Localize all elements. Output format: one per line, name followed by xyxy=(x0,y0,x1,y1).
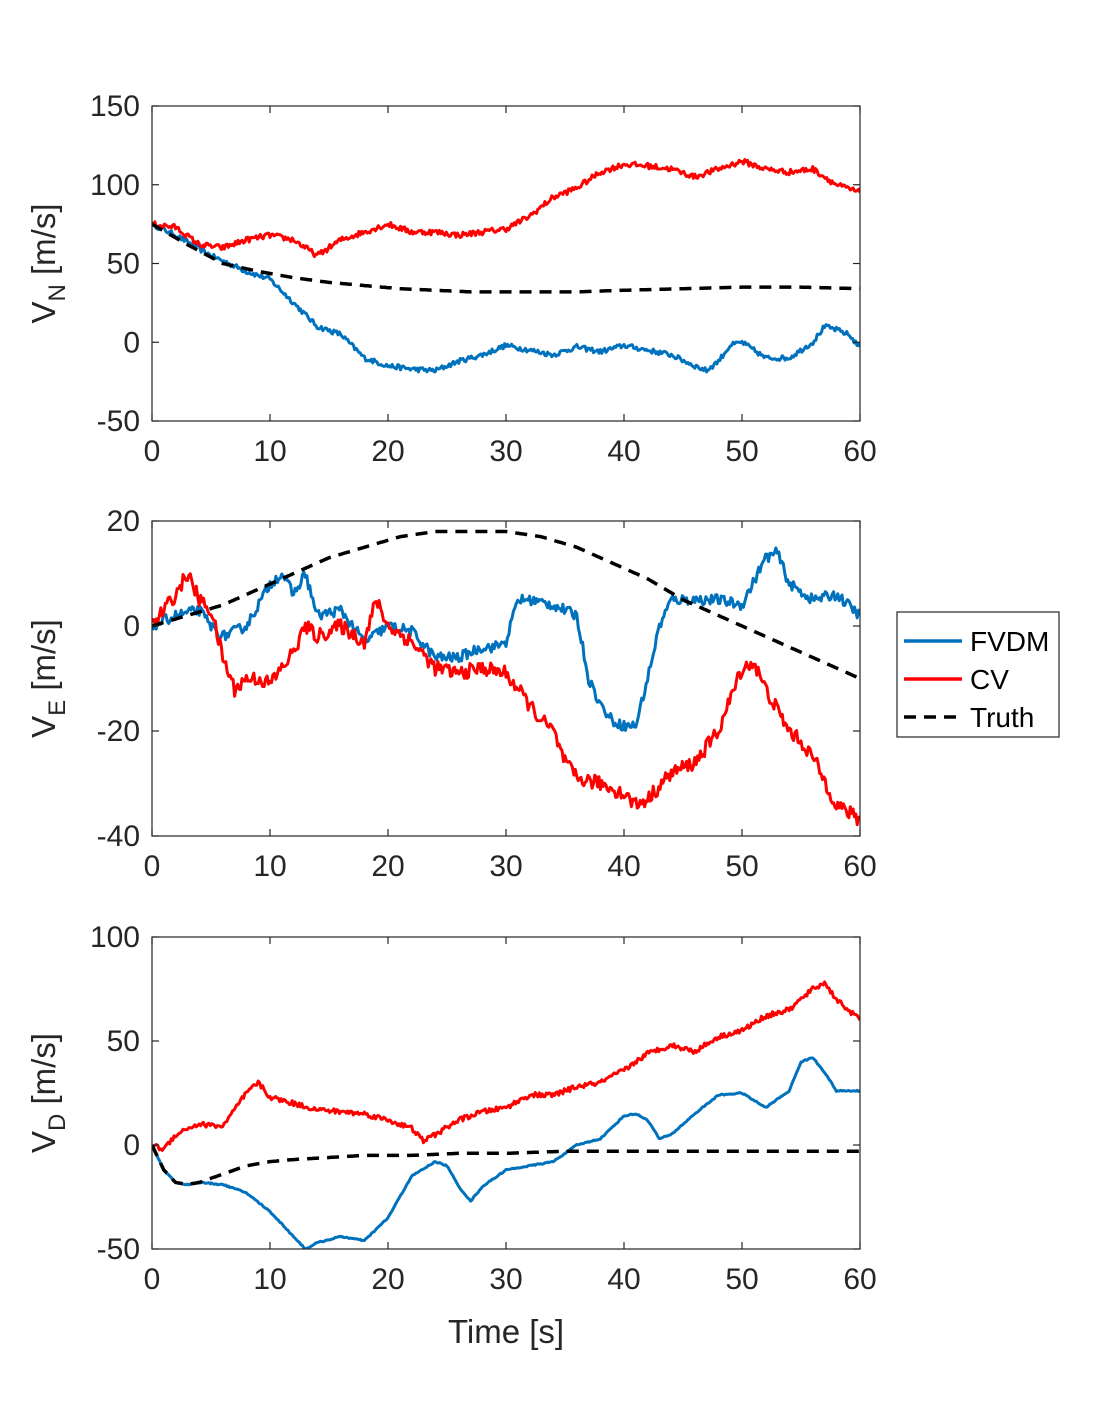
y-axis-label: VN [m/s] xyxy=(25,203,71,323)
x-tick-label: 50 xyxy=(725,1263,758,1296)
y-tick-label: 100 xyxy=(90,921,140,954)
x-tick-label: 20 xyxy=(371,1263,404,1296)
x-tick-label: 40 xyxy=(607,435,640,468)
x-tick-label: 30 xyxy=(489,1263,522,1296)
x-tick-label: 0 xyxy=(144,435,161,468)
y-tick-label: -40 xyxy=(97,820,140,853)
series-group xyxy=(152,980,860,1249)
y-tick-label: 100 xyxy=(90,169,140,202)
panel-2: 0 10 20 30 40 50 60 -40 -20 0 20 VE [m/s] xyxy=(25,505,877,883)
y-tick-label: 50 xyxy=(107,248,140,281)
y-tick-label: -50 xyxy=(97,1233,140,1266)
y-tick-label: 0 xyxy=(123,610,140,643)
y-axis-label: VE [m/s] xyxy=(25,619,71,738)
x-tick-label: 30 xyxy=(489,435,522,468)
x-tick-label: 40 xyxy=(607,1263,640,1296)
series-line-cv xyxy=(152,572,860,827)
y-tick-label: 0 xyxy=(123,326,140,359)
x-tick-label: 60 xyxy=(843,850,876,883)
series-group xyxy=(152,158,860,374)
plot-area xyxy=(152,106,860,421)
legend-label-truth: Truth xyxy=(970,702,1034,733)
series-line-fvdm xyxy=(152,546,860,732)
x-tick-label: 50 xyxy=(725,435,758,468)
y-tick-label: 20 xyxy=(107,505,140,538)
x-tick-label: 10 xyxy=(253,850,286,883)
x-tick-label: 0 xyxy=(144,1263,161,1296)
y-tick-label: 150 xyxy=(90,90,140,123)
y-tick-label: 50 xyxy=(107,1025,140,1058)
x-tick-label: 0 xyxy=(144,850,161,883)
series-line-cv xyxy=(152,158,860,259)
y-tick-label: 0 xyxy=(123,1129,140,1162)
x-tick-label: 50 xyxy=(725,850,758,883)
legend-label-cv: CV xyxy=(970,664,1009,695)
x-tick-label: 60 xyxy=(843,435,876,468)
y-tick-label: -50 xyxy=(97,405,140,438)
x-tick-label: 40 xyxy=(607,850,640,883)
series-line-truth xyxy=(152,222,860,294)
y-tick-label: -20 xyxy=(97,715,140,748)
series-line-fvdm xyxy=(152,221,860,374)
series-line-cv xyxy=(152,980,860,1152)
x-tick-label: 20 xyxy=(371,435,404,468)
series-group xyxy=(152,529,860,827)
legend-label-fvdm: FVDM xyxy=(970,626,1049,657)
x-axis-label: Time [s] xyxy=(448,1313,564,1350)
series-line-fvdm xyxy=(152,1056,860,1249)
x-tick-label: 10 xyxy=(253,1263,286,1296)
y-axis-label: VD [m/s] xyxy=(25,1033,71,1153)
x-tick-label: 10 xyxy=(253,435,286,468)
x-tick-label: 30 xyxy=(489,850,522,883)
x-tick-label: 60 xyxy=(843,1263,876,1296)
series-line-truth xyxy=(152,1144,860,1187)
series-line-truth xyxy=(152,529,860,681)
legend: FVDM CV Truth xyxy=(896,611,1060,738)
x-tick-label: 20 xyxy=(371,850,404,883)
